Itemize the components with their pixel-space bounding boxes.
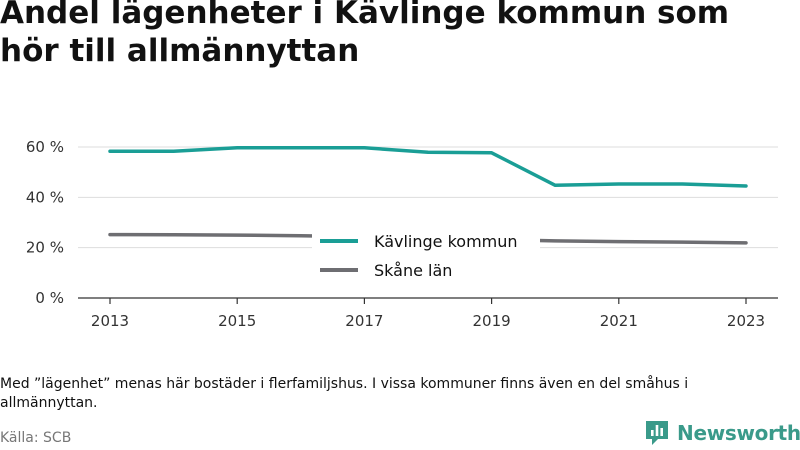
y-tick-label: 40 % [26,188,64,206]
line-chart: 0 % 20 % 40 % 60 % 2013 2015 2017 2019 2021 2023… [26,138,778,330]
series-line [108,146,748,188]
legend: Kävlinge kommun Skåne län [312,224,540,288]
x-tick-label: 2023 [727,312,765,330]
y-tick-label: 60 % [26,138,64,156]
x-tick-label: 2019 [473,312,511,330]
x-tick-label: 2013 [91,312,129,330]
legend-label: Skåne län [374,261,452,280]
x-tick-label: 2015 [218,312,256,330]
brand-logo: Newsworthy [644,418,800,448]
legend-background [312,224,540,288]
brand-name: Newsworthy [677,421,800,445]
x-tick-label: 2017 [345,312,383,330]
newsworthy-logo-icon [646,421,668,445]
source-text: Källa: SCB [0,430,72,446]
x-tick-label: 2021 [600,312,638,330]
chart-title: Andel lägenheter i Kävlinge kommun som h… [0,0,730,69]
legend-label: Kävlinge kommun [374,232,518,251]
y-axis: 0 % 20 % 40 % 60 % [26,138,64,307]
y-tick-label: 0 % [35,289,64,307]
x-axis: 2013 2015 2017 2019 2021 2023 [78,297,778,330]
y-tick-label: 20 % [26,239,64,257]
footnote: Med ”lägenhet” menas här bostäder i fler… [0,376,689,411]
